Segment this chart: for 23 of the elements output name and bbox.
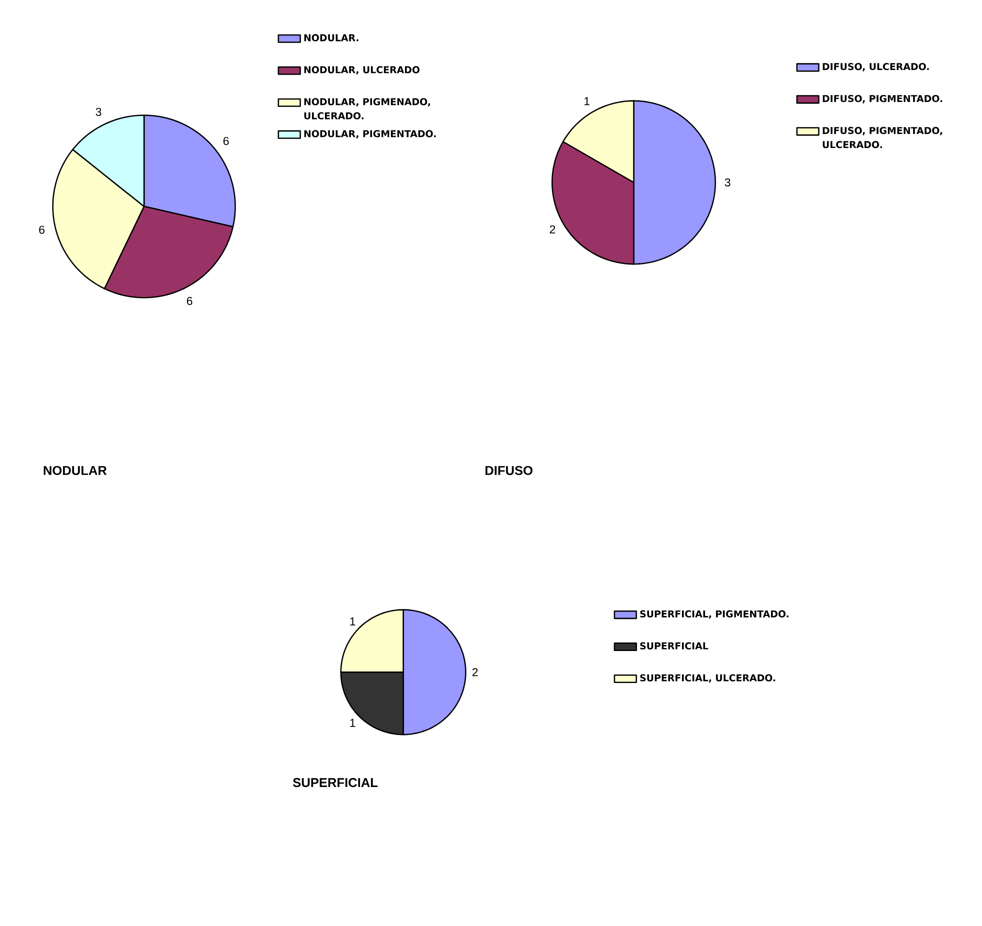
data-label: 1 [350,719,356,728]
data-label: 3 [96,108,102,116]
data-label: 1 [350,618,356,626]
legend-label: SUPERFICIAL [640,642,708,650]
legend-label: SUPERFICIAL, ULCERADO. [640,674,776,683]
data-label: 6 [39,226,44,234]
legend-label: SUPERFICIAL, PIGMENTADO. [640,610,788,619]
legend-label: DIFUSO, PIGMENTADO, ULCERADO. [822,127,942,148]
legend-label: NODULAR, PIGMENTADO. [304,130,436,139]
text: DIFUSO [486,466,532,476]
data-label: 1 [584,97,590,106]
legend-label: NODULAR. [304,34,358,42]
data-label: 2 [550,226,556,234]
legend-label: DIFUSO, PIGMENTADO. [822,95,942,104]
text: SUPERFICIAL [292,778,378,788]
legend-label: DIFUSO, ULCERADO. [822,63,929,72]
data-label: 3 [724,178,730,187]
text: NODULAR [44,466,107,476]
data-label: 6 [223,137,229,146]
legend-label: NODULAR, PIGMENADO, ULCERADO. [304,98,430,120]
data-label: 6 [186,297,192,306]
legend-label: NODULAR, ULCERADO [304,66,420,75]
data-label: 2 [472,668,478,676]
